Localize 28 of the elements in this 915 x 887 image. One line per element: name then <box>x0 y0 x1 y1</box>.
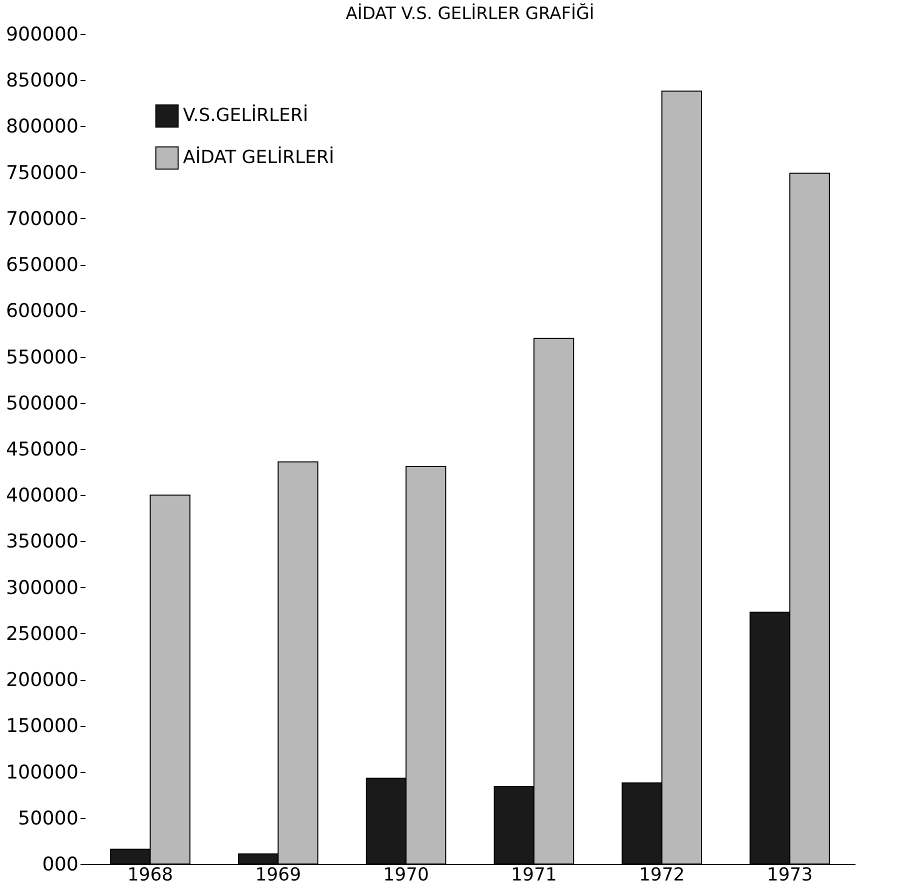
y-tick-label: 850000 <box>6 70 78 92</box>
y-tick-label: 50000 <box>18 807 78 830</box>
y-tick-label: 150000 <box>6 715 78 738</box>
x-tick-label: 1971 <box>511 864 557 886</box>
y-tick-label: 200000 <box>6 669 78 692</box>
x-tick-label: 1972 <box>638 864 685 886</box>
chart-title: AİDAT V.S. GELİRLER GRAFİĞİ <box>346 3 594 24</box>
legend-label: V.S.GELİRLERİ <box>183 104 308 126</box>
y-tick-label: 350000 <box>6 530 78 553</box>
y-tick-label: 450000 <box>6 438 78 460</box>
y-tick-label: 250000 <box>6 622 78 645</box>
y-tick-label: 500000 <box>6 392 78 414</box>
x-tick-label: 1968 <box>127 864 174 886</box>
y-tick-label: 400000 <box>6 484 78 507</box>
y-tick-label: 100000 <box>6 761 78 784</box>
y-tick-label: 750000 <box>6 162 78 184</box>
y-tick-label: 550000 <box>6 346 78 368</box>
x-tick-label: 1969 <box>255 864 302 886</box>
y-tick-label: 700000 <box>6 208 78 230</box>
y-tick-label: 650000 <box>6 254 78 276</box>
y-tick-label: 600000 <box>6 300 78 322</box>
x-tick-label: 1973 <box>766 864 813 886</box>
y-tick-label: 000 <box>42 854 78 876</box>
y-tick-label: 900000 <box>6 24 78 46</box>
legend-label: AİDAT GELİRLERİ <box>183 146 334 168</box>
x-tick-label: 1970 <box>383 864 429 886</box>
y-tick-label: 300000 <box>6 576 78 599</box>
y-tick-label: 800000 <box>6 116 78 138</box>
